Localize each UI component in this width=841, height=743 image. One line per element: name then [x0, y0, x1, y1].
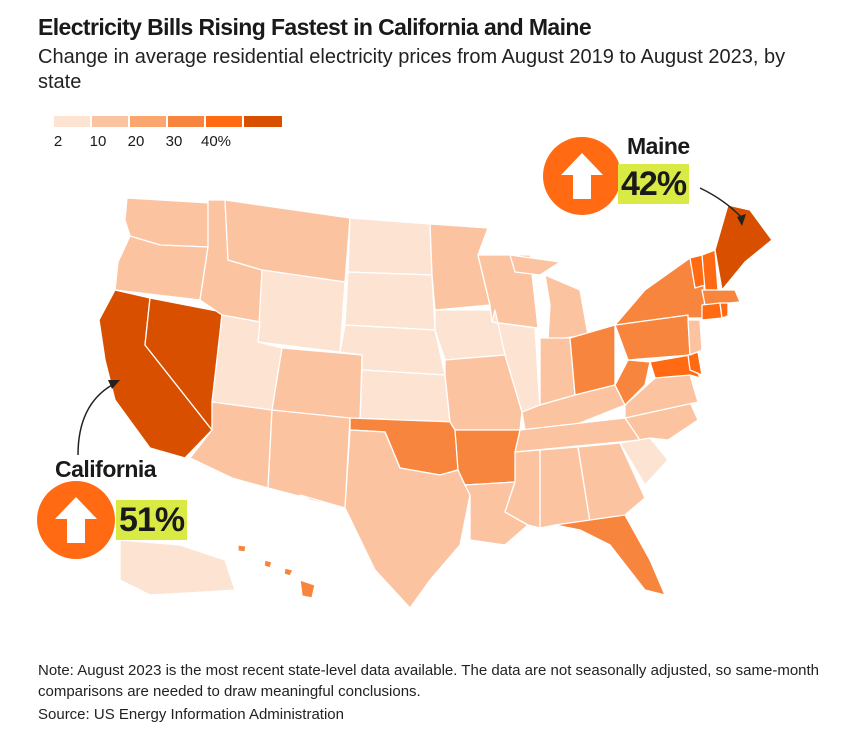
us-states-map [77, 187, 773, 609]
state-wyoming [257, 269, 346, 353]
state-georgia [577, 442, 646, 523]
state-west-virginia [614, 359, 651, 406]
state-maryland [649, 354, 701, 379]
legend-swatch-5 [206, 116, 244, 127]
chart-subtitle: Change in average residential electricit… [38, 46, 786, 93]
state-connecticut [701, 302, 723, 321]
maine-arrow-badge [543, 137, 621, 215]
up-arrow-icon [561, 153, 603, 199]
state-kansas [359, 369, 451, 423]
state-north-carolina [619, 401, 699, 444]
source-line: Source: US Energy Information Administra… [38, 706, 344, 723]
state-massachusetts [701, 289, 741, 306]
state-indiana [539, 337, 576, 406]
state-florida [554, 514, 666, 596]
legend-label-40: 40% [200, 133, 232, 150]
california-pointer-arrow [77, 384, 113, 456]
legend-swatch-6 [244, 116, 282, 127]
state-michigan-upper [509, 254, 561, 276]
state-north-dakota [347, 217, 433, 276]
state-michigan [544, 274, 589, 341]
california-arrow-badge [37, 481, 115, 559]
maine-label: Maine [627, 133, 690, 159]
state-hawaii-maui [283, 567, 294, 577]
state-hawaii-oahu [263, 559, 273, 569]
california-label: California [55, 456, 157, 482]
legend-swatch-4 [168, 116, 206, 127]
legend-label-10: 10 [89, 133, 107, 150]
state-south-dakota [344, 271, 436, 331]
legend-swatch-2 [92, 116, 130, 127]
state-texas [299, 429, 471, 609]
state-hawaii-kauai [237, 544, 247, 553]
footnote: Note: August 2023 is the most recent sta… [38, 662, 820, 700]
california-pointer-head [108, 380, 120, 389]
legend-label-2: 2 [53, 133, 63, 150]
up-arrow-icon [55, 497, 97, 543]
legend-swatch-1 [54, 116, 92, 127]
chart-title: Electricity Bills Rising Fastest in Cali… [38, 14, 592, 40]
state-ohio [569, 324, 616, 396]
california-value: 51% [116, 500, 188, 540]
state-hawaii [299, 579, 316, 599]
state-new-jersey [687, 319, 703, 356]
maine-pointer-head [737, 214, 746, 226]
state-alaska [119, 539, 236, 596]
color-legend: 2 10 20 30 40% [54, 116, 282, 153]
legend-label-30: 30 [165, 133, 183, 150]
state-arkansas [454, 429, 521, 486]
legend-swatch-3 [130, 116, 168, 127]
state-virginia [624, 374, 699, 419]
legend-color-bar [54, 116, 282, 127]
maine-pointer-arrow [699, 187, 743, 219]
state-rhode-island [719, 302, 729, 319]
state-new-mexico [267, 409, 351, 509]
maine-value: 42% [618, 164, 690, 204]
legend-label-20: 20 [127, 133, 145, 150]
legend-labels: 2 10 20 30 40% [54, 133, 282, 153]
